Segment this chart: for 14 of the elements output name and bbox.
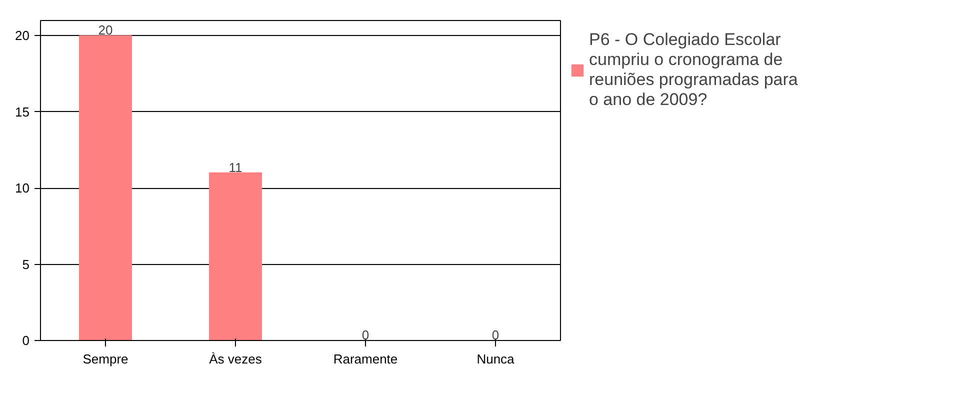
- y-tick-label: 20: [15, 28, 30, 44]
- data-label: 20: [98, 22, 113, 38]
- y-tick-label: 15: [15, 104, 30, 120]
- x-tick-label: Nunca: [476, 352, 516, 366]
- legend-label: P6 - O Colegiado Escolar cumpriu o cronograma de reuniões programadas para o ano de 2009?: [589, 30, 798, 110]
- x-tick-label: Às vezes: [209, 352, 262, 366]
- data-label: 0: [362, 328, 370, 342]
- y-tick-label: 0: [22, 333, 30, 348]
- y-tick-label: 10: [15, 180, 30, 196]
- x-tick-label: Sempre: [82, 352, 128, 366]
- data-label: 11: [228, 160, 242, 175]
- data-label: 0: [492, 328, 500, 342]
- x-tick-label: Raramente: [333, 352, 398, 366]
- y-tick-label: 5: [22, 256, 30, 272]
